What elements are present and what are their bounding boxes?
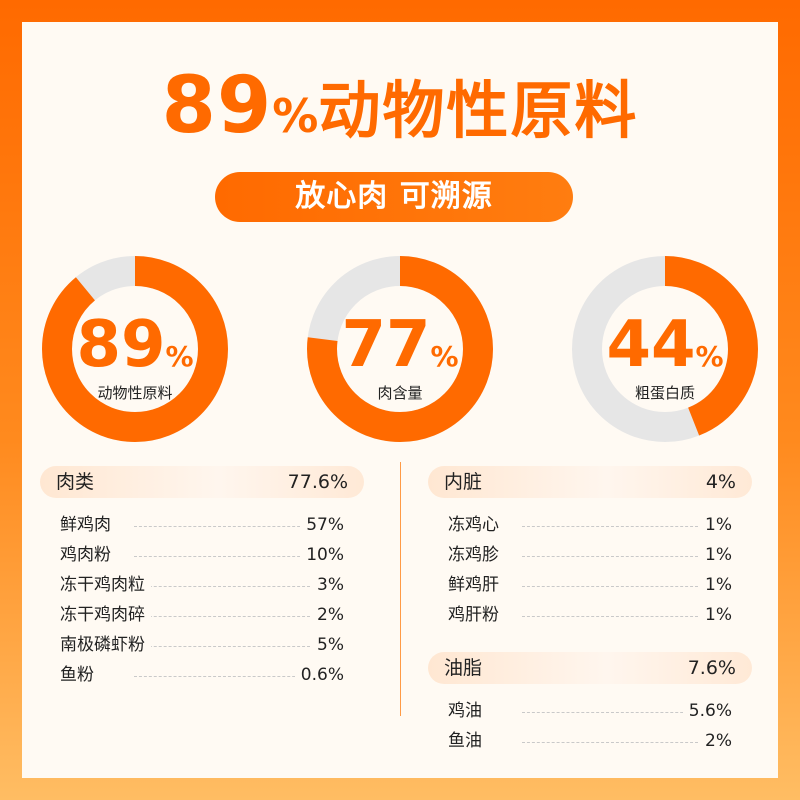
- item-name: 南极磷虾粉: [60, 630, 151, 660]
- item-value: 2%: [699, 726, 732, 756]
- ring-chart: [42, 256, 228, 442]
- item-name: 鸡肝粉: [448, 600, 505, 630]
- category-name: 肉类: [56, 471, 95, 493]
- oils-section: 油脂 7.6% 鸡油 5.6% 鱼油 2%: [428, 652, 752, 756]
- ring-progress-arc: [42, 256, 228, 442]
- ring-value-unit: %: [695, 340, 724, 373]
- category-header-meat: 肉类 77.6%: [40, 466, 364, 498]
- dotted-leader: [522, 712, 698, 713]
- ring-value: 44%: [572, 308, 758, 382]
- headline-percent: %: [272, 89, 319, 143]
- meat-section: 肉类 77.6% 鲜鸡肉 57% 鸡肉粉 10% 冻干鸡肉粒 3% 冻干鸡肉碎 2% 南…: [40, 466, 364, 690]
- ring-animal-ingredients: 89% 动物性原料: [42, 256, 228, 442]
- headline-number: 89: [161, 61, 273, 151]
- dotted-leader: [134, 556, 310, 557]
- category-header-organs: 内脏 4%: [428, 466, 752, 498]
- item-name: 鸡肉粉: [60, 540, 117, 570]
- list-item: 冻鸡胗 1%: [432, 540, 748, 570]
- dotted-leader: [522, 526, 698, 527]
- ring-progress-arc: [307, 256, 493, 442]
- item-name: 冻鸡心: [448, 510, 505, 540]
- list-item: 冻鸡心 1%: [432, 510, 748, 540]
- ring-meat-content: 77% 肉含量: [307, 256, 493, 442]
- item-value: 1%: [699, 600, 732, 630]
- headline: 89%动物性原料: [22, 60, 778, 151]
- item-name: 冻干鸡肉碎: [60, 600, 151, 630]
- list-item: 冻干鸡肉碎 2%: [44, 600, 360, 630]
- category-value: 4%: [705, 471, 736, 493]
- ring-value-number: 89: [76, 308, 166, 382]
- item-value: 3%: [311, 570, 344, 600]
- item-name: 冻干鸡肉粒: [60, 570, 151, 600]
- ring-chart: [572, 256, 758, 442]
- content-panel: 89%动物性原料 放心肉 可溯源 89% 动物性原料 77% 肉含量: [22, 22, 778, 778]
- item-name: 鲜鸡肝: [448, 570, 505, 600]
- category-value: 77.6%: [287, 471, 348, 493]
- list-item: 鱼粉 0.6%: [44, 660, 360, 690]
- category-name: 内脏: [444, 471, 483, 493]
- item-name: 鸡油: [448, 696, 488, 726]
- item-name: 鱼油: [448, 726, 488, 756]
- dotted-leader: [522, 616, 698, 617]
- ring-label: 动物性原料: [97, 384, 173, 402]
- item-name: 鲜鸡肉: [60, 510, 117, 540]
- list-item: 鲜鸡肝 1%: [432, 570, 748, 600]
- item-value: 5.6%: [682, 696, 732, 726]
- list-item: 冻干鸡肉粒 3%: [44, 570, 360, 600]
- list-item: 鲜鸡肉 57%: [44, 510, 360, 540]
- dotted-leader: [134, 646, 310, 647]
- meat-list: 鲜鸡肉 57% 鸡肉粉 10% 冻干鸡肉粒 3% 冻干鸡肉碎 2% 南极磷虾粉 5% 鱼粉…: [44, 510, 360, 690]
- dotted-leader: [522, 742, 698, 743]
- item-value: 1%: [699, 540, 732, 570]
- category-name: 油脂: [444, 657, 483, 679]
- list-item: 鸡油 5.6%: [432, 696, 748, 726]
- list-item: 鸡肝粉 1%: [432, 600, 748, 630]
- ring-value-number: 77: [341, 308, 431, 382]
- tagline-pill: 放心肉 可溯源: [215, 172, 573, 222]
- oils-list: 鸡油 5.6% 鱼油 2%: [432, 696, 748, 756]
- column-divider: [400, 462, 401, 716]
- item-value: 0.6%: [294, 660, 344, 690]
- dotted-leader: [134, 616, 310, 617]
- ring-value: 77%: [307, 308, 493, 382]
- item-value: 1%: [699, 510, 732, 540]
- ring-value-unit: %: [165, 340, 194, 373]
- ring-label: 粗蛋白质: [634, 384, 695, 402]
- dotted-leader: [522, 586, 698, 587]
- ring-progress-arc: [572, 256, 758, 442]
- item-value: 5%: [311, 630, 344, 660]
- dotted-leader: [522, 556, 698, 557]
- ring-value: 89%: [42, 308, 228, 382]
- item-value: 57%: [300, 510, 344, 540]
- list-item: 鱼油 2%: [432, 726, 748, 756]
- ring-value-unit: %: [430, 340, 459, 373]
- item-name: 冻鸡胗: [448, 540, 505, 570]
- organs-list: 冻鸡心 1% 冻鸡胗 1% 鲜鸡肝 1% 鸡肝粉 1%: [432, 510, 748, 630]
- item-value: 2%: [311, 600, 344, 630]
- ring-chart: [307, 256, 493, 442]
- category-header-oils: 油脂 7.6%: [428, 652, 752, 684]
- list-item: 南极磷虾粉 5%: [44, 630, 360, 660]
- organs-section: 内脏 4% 冻鸡心 1% 冻鸡胗 1% 鲜鸡肝 1% 鸡肝粉 1%: [428, 466, 752, 630]
- dotted-leader: [134, 676, 310, 677]
- ring-crude-protein: 44% 粗蛋白质: [572, 256, 758, 442]
- item-value: 1%: [699, 570, 732, 600]
- list-item: 鸡肉粉 10%: [44, 540, 360, 570]
- item-name: 鱼粉: [60, 660, 100, 690]
- category-value: 7.6%: [687, 657, 736, 679]
- item-value: 10%: [300, 540, 344, 570]
- ring-value-number: 44: [606, 308, 696, 382]
- dotted-leader: [134, 526, 310, 527]
- headline-text: 动物性原料: [318, 74, 639, 147]
- ring-label: 肉含量: [377, 384, 423, 402]
- dotted-leader: [134, 586, 310, 587]
